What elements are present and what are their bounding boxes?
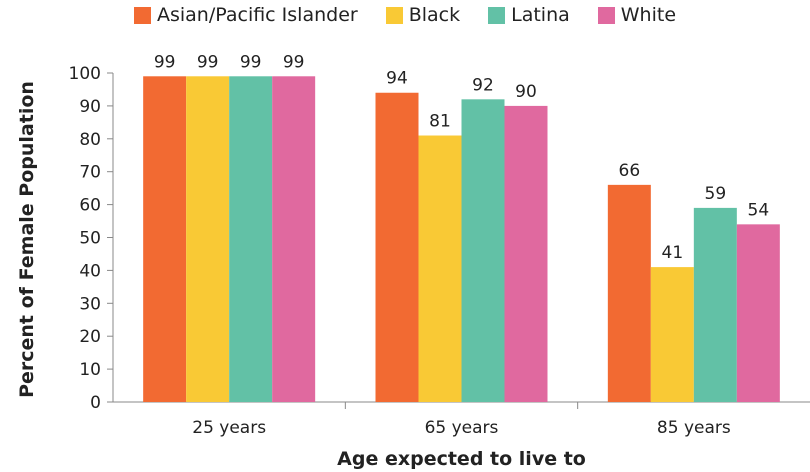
bar	[504, 105, 548, 403]
legend-swatch	[597, 6, 615, 24]
y-tick-label: 0	[90, 393, 101, 413]
bar-value-label: 94	[386, 69, 408, 89]
bar-value-label: 54	[748, 200, 770, 220]
y-tick-label: 90	[79, 97, 101, 117]
bar	[461, 99, 505, 402]
bar-value-label: 99	[240, 52, 262, 72]
bar-value-label: 81	[429, 112, 451, 132]
y-tick-label: 40	[79, 261, 101, 281]
y-axis-title: Percent of Female Population	[16, 81, 38, 398]
legend-label: Black	[408, 4, 461, 26]
chart-legend: Asian/Pacific Islander Black Latina White	[0, 4, 810, 26]
legend-item: Black	[385, 4, 461, 26]
bar-value-label: 66	[619, 161, 641, 181]
bar	[375, 92, 419, 403]
bar-value-label: 90	[515, 82, 537, 102]
bar-value-label: 99	[283, 52, 305, 72]
legend-label: Latina	[511, 4, 570, 26]
legend-swatch	[133, 6, 151, 24]
y-tick-label: 100	[69, 64, 101, 84]
y-tick-label: 20	[79, 327, 101, 347]
bar	[186, 76, 230, 402]
x-tick-label: 85 years	[657, 418, 731, 438]
legend-item: White	[597, 4, 677, 26]
bar	[418, 135, 462, 402]
bar	[693, 207, 737, 402]
legend-item: Asian/Pacific Islander	[133, 4, 358, 26]
legend-label: White	[620, 4, 677, 26]
bar	[650, 267, 694, 402]
y-tick-label: 30	[79, 294, 101, 314]
x-tick-label: 65 years	[425, 418, 499, 438]
bar	[229, 76, 273, 402]
bar-value-label: 92	[472, 75, 494, 95]
y-tick-label: 50	[79, 229, 101, 249]
bar	[607, 184, 651, 402]
legend-swatch	[488, 6, 506, 24]
bar	[143, 76, 187, 402]
bar-value-label: 59	[705, 184, 727, 204]
legend-swatch	[385, 6, 403, 24]
bar	[272, 76, 316, 402]
y-tick-label: 70	[79, 163, 101, 183]
legend-label: Asian/Pacific Islander	[156, 4, 358, 26]
bar	[736, 224, 780, 402]
bar-value-label: 41	[662, 243, 684, 263]
x-axis-title: Age expected to live to	[337, 448, 586, 470]
y-tick-label: 10	[79, 360, 101, 380]
x-tick-label: 25 years	[192, 418, 266, 438]
legend-item: Latina	[488, 4, 570, 26]
y-tick-label: 80	[79, 130, 101, 150]
y-tick-label: 60	[79, 196, 101, 216]
bar-value-label: 99	[197, 52, 219, 72]
bar-value-label: 99	[154, 52, 176, 72]
